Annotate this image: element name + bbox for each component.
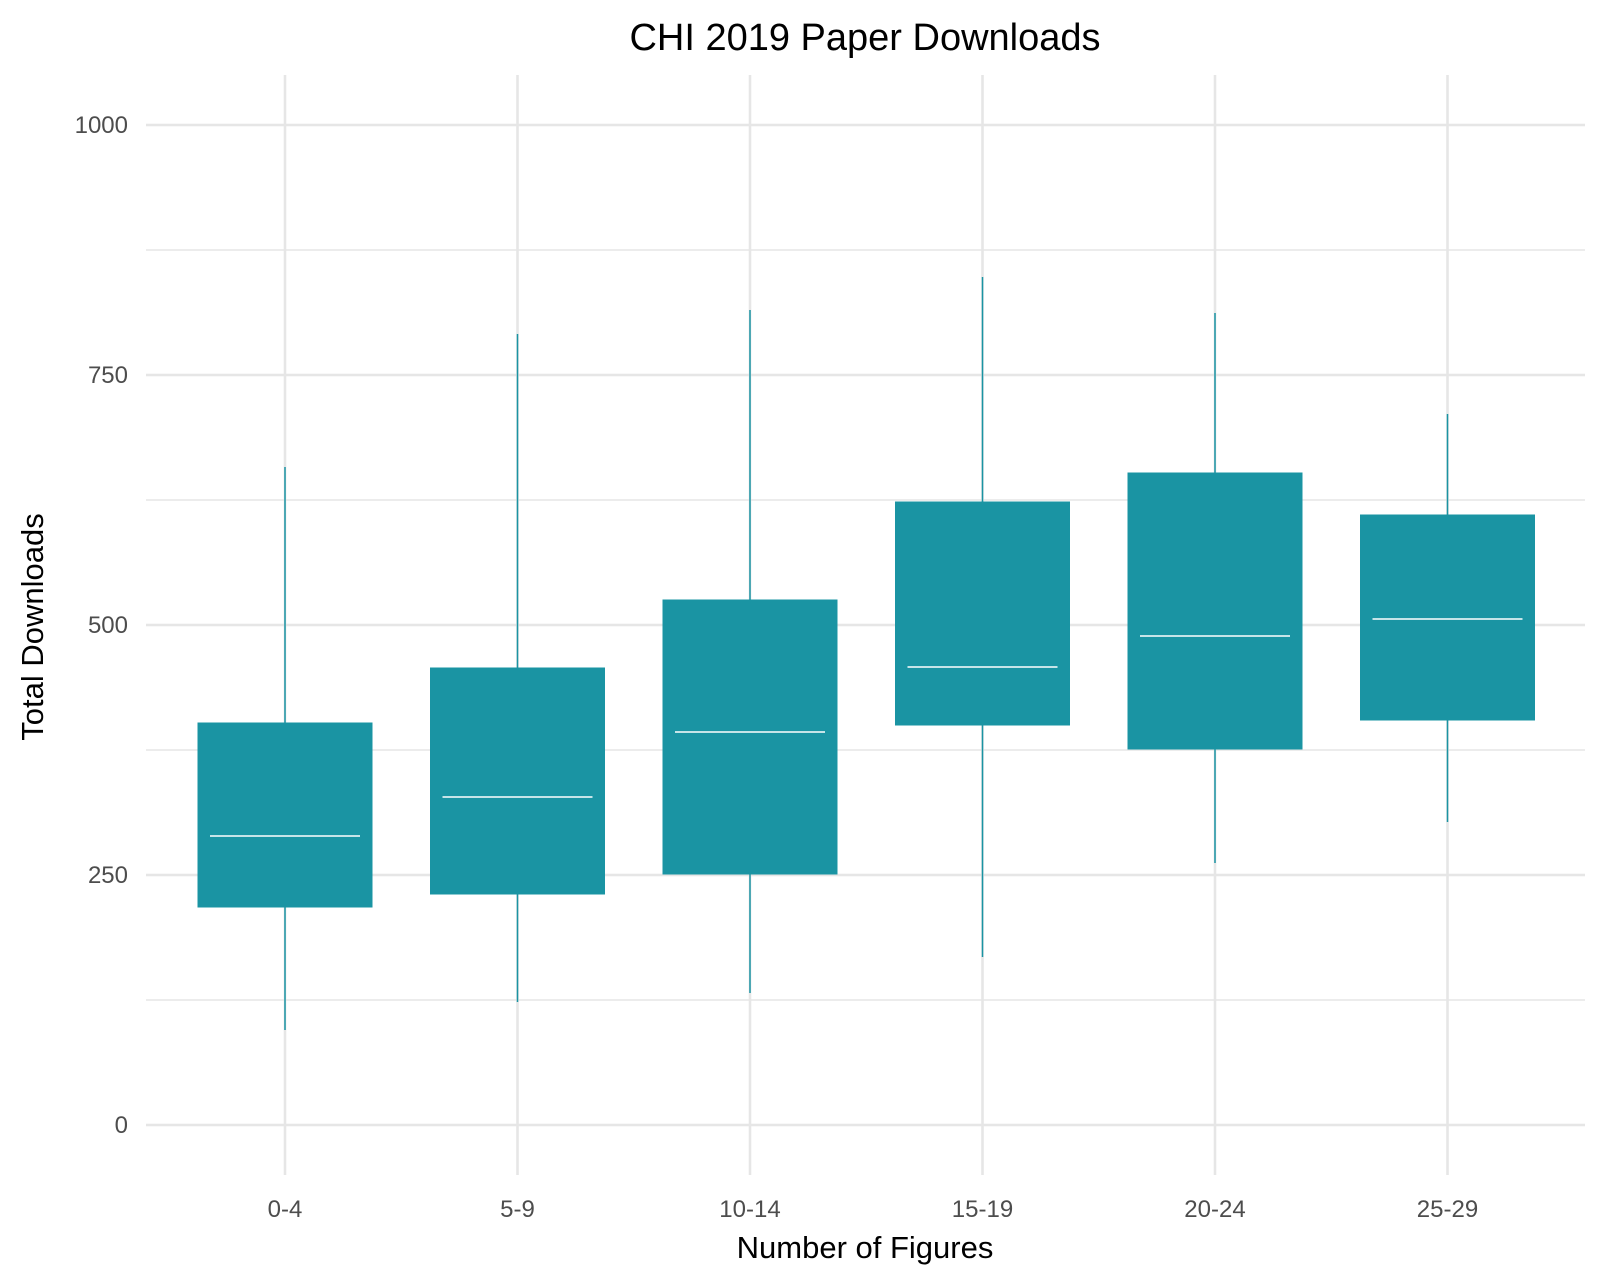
y-tick-label: 750 [88,362,128,389]
chart-title: CHI 2019 Paper Downloads [629,17,1100,59]
y-tick-label: 1000 [75,112,128,139]
x-tick-label: 15-19 [952,1196,1013,1223]
boxes [197,472,1535,908]
y-tick-label: 500 [88,612,128,639]
iqr-box [895,501,1070,726]
x-axis-tick-labels: 0-4 5-9 10-14 15-19 20-24 25-29 [268,1196,1479,1223]
iqr-box [197,722,373,908]
whiskers [284,277,1449,1030]
y-axis-title: Total Downloads [15,513,50,740]
x-tick-label: 20-24 [1184,1196,1245,1223]
x-tick-label: 10-14 [719,1196,780,1223]
y-tick-label: 0 [115,1112,128,1139]
x-tick-label: 5-9 [500,1196,535,1223]
y-tick-label: 250 [88,862,128,889]
iqr-box [430,667,605,895]
x-axis-title: Number of Figures [737,1230,994,1265]
iqr-box [662,599,838,875]
y-axis-tick-labels: 0 250 500 750 1000 [75,112,128,1139]
x-tick-label: 0-4 [268,1196,303,1223]
iqr-box [1127,472,1303,750]
iqr-box [1360,514,1535,721]
x-tick-label: 25-29 [1417,1196,1478,1223]
